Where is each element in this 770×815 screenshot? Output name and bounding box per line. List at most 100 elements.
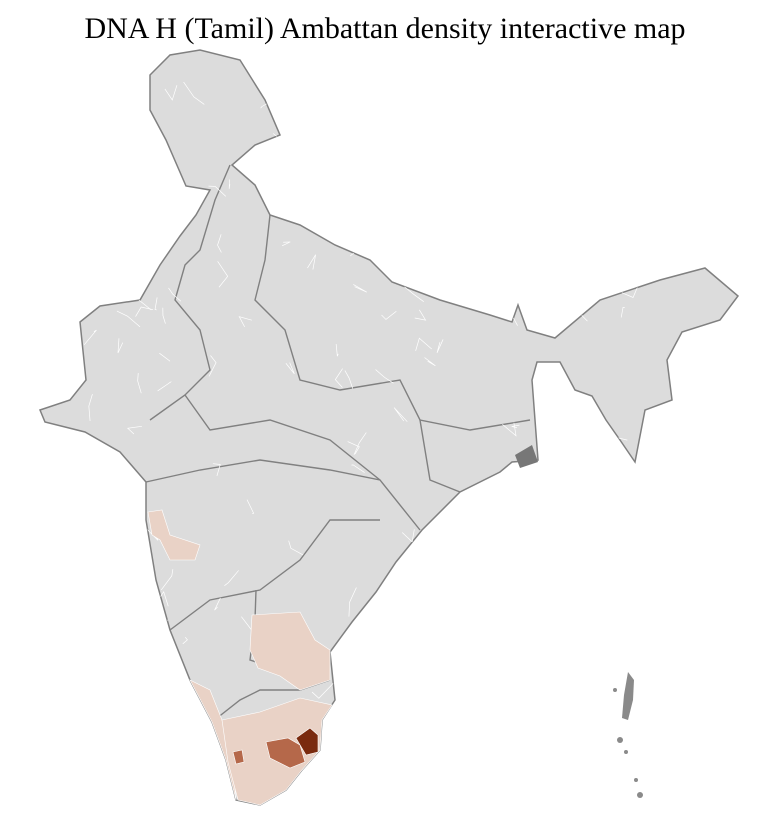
district-border <box>508 725 513 739</box>
district-border <box>630 627 645 640</box>
district-border <box>88 394 93 422</box>
region-tamil-nadu-high[interactable] <box>295 727 319 756</box>
district-border <box>394 700 410 720</box>
region-kerala-medium[interactable] <box>232 749 245 765</box>
district-border <box>414 309 427 321</box>
sundarbans-area <box>515 445 538 468</box>
district-border <box>285 362 295 375</box>
district-border <box>182 636 188 645</box>
district-border <box>511 424 520 429</box>
district-border <box>375 369 394 384</box>
district-border <box>125 728 135 741</box>
district-border <box>503 524 522 551</box>
district-border <box>470 572 485 586</box>
district-border <box>510 625 523 633</box>
district-border <box>530 720 537 746</box>
district-border <box>401 529 415 543</box>
district-border <box>345 739 361 764</box>
district-border <box>587 130 595 154</box>
district-border <box>357 653 371 679</box>
region-andhra-low[interactable] <box>249 611 331 691</box>
district-border <box>436 737 451 745</box>
map-title: DNA H (Tamil) Ambattan density interacti… <box>84 12 686 45</box>
india-outline[interactable] <box>38 49 740 806</box>
district-border <box>595 161 610 180</box>
district-border <box>307 254 316 270</box>
district-border <box>135 306 154 317</box>
district-border <box>346 111 367 117</box>
district-border <box>377 698 392 714</box>
district-border <box>228 179 231 189</box>
district-border <box>168 287 182 302</box>
district-border <box>471 522 492 535</box>
district-border <box>214 597 221 611</box>
district-border <box>112 121 137 129</box>
district-border <box>437 538 447 559</box>
district-border <box>157 708 175 715</box>
district-border <box>246 499 255 514</box>
district-border <box>348 587 357 617</box>
district-border <box>597 560 609 570</box>
district-border <box>160 569 174 591</box>
district-border <box>311 683 334 699</box>
region-maharashtra-low[interactable] <box>147 509 201 561</box>
district-border <box>117 338 124 354</box>
district-border <box>577 254 593 266</box>
district-border <box>445 561 472 576</box>
district-border <box>125 492 144 497</box>
district-border <box>634 113 645 139</box>
district-border <box>217 234 222 253</box>
district-border <box>183 81 205 105</box>
district-border <box>495 118 515 127</box>
district-border <box>238 316 252 328</box>
district-border <box>129 692 137 702</box>
district-border <box>532 602 549 618</box>
district-border <box>353 432 367 456</box>
district-border <box>454 276 467 293</box>
district-border <box>441 684 461 700</box>
district-border <box>126 227 139 249</box>
district-border <box>550 202 563 206</box>
district-border <box>95 228 106 244</box>
district-border <box>353 284 367 293</box>
district-border <box>582 743 593 758</box>
district-border <box>224 570 239 586</box>
district-border <box>328 140 343 146</box>
district-border <box>164 85 178 101</box>
district-border <box>381 310 397 320</box>
district-border <box>94 487 106 507</box>
district-border <box>505 564 528 573</box>
district-border <box>454 184 470 200</box>
district-border <box>137 373 142 394</box>
district-border <box>336 689 349 699</box>
district-border <box>336 130 356 135</box>
district-border <box>340 183 350 190</box>
district-border <box>121 259 123 275</box>
district-border <box>145 619 169 626</box>
district-border <box>334 368 343 388</box>
region-tamil-nadu-medium[interactable] <box>265 737 306 769</box>
district-border <box>477 170 497 175</box>
district-border <box>620 306 625 318</box>
district-border <box>337 716 353 730</box>
district-border <box>557 737 562 749</box>
district-border <box>217 261 229 288</box>
district-border <box>346 753 359 761</box>
district-border <box>436 245 439 259</box>
district-border <box>208 355 217 377</box>
district-border <box>526 173 539 194</box>
density-regions[interactable] <box>147 509 333 806</box>
district-border <box>408 223 412 236</box>
district-border <box>212 463 221 476</box>
district-border <box>83 329 97 346</box>
andaman-nicobar-islands[interactable] <box>613 672 643 798</box>
district-border <box>87 757 97 771</box>
district-border <box>514 575 533 585</box>
district-border <box>344 370 354 389</box>
district-border <box>504 509 511 529</box>
district-border <box>129 681 147 692</box>
district-border <box>154 297 158 311</box>
district-border <box>134 186 138 195</box>
district-border <box>404 286 424 302</box>
